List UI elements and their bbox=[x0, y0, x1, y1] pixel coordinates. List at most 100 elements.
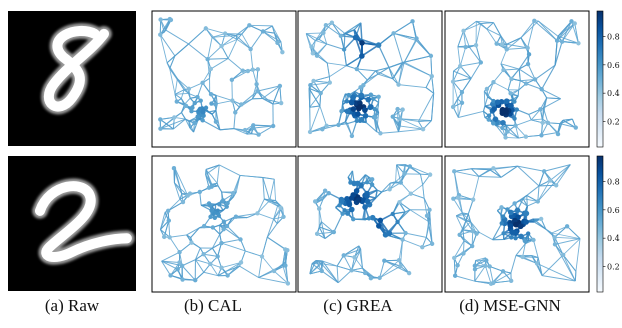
graph-node bbox=[355, 197, 362, 203]
graph-node bbox=[365, 96, 372, 103]
colorbar-tick-label: 0.2 bbox=[607, 118, 620, 127]
graph-node bbox=[359, 53, 365, 59]
graph-node bbox=[552, 235, 557, 240]
graph-node bbox=[491, 80, 496, 85]
graph-node bbox=[322, 188, 328, 193]
graph-node bbox=[368, 275, 374, 281]
graph-node bbox=[508, 278, 514, 284]
graph-node bbox=[499, 205, 504, 210]
graph-node bbox=[280, 49, 285, 55]
colorbar-tick-label: 0.2 bbox=[607, 263, 620, 272]
graph-node bbox=[312, 199, 318, 204]
graph-nodes bbox=[451, 166, 570, 286]
graph-node bbox=[452, 255, 457, 261]
graph-node bbox=[491, 106, 497, 112]
graph-node bbox=[324, 123, 329, 129]
graph-node bbox=[472, 267, 478, 272]
graph-node bbox=[323, 23, 329, 28]
graph-node bbox=[403, 230, 408, 236]
graph-node bbox=[538, 107, 543, 112]
graph-node bbox=[501, 231, 506, 236]
graph-node bbox=[552, 242, 558, 247]
caption-grea: (c) GREA bbox=[323, 296, 393, 315]
graph-node bbox=[314, 231, 320, 237]
graph-node bbox=[420, 244, 425, 250]
graph-node bbox=[457, 63, 463, 69]
graph-node bbox=[378, 131, 383, 136]
graph-node bbox=[247, 23, 252, 28]
graph-node bbox=[310, 51, 316, 56]
graph-node bbox=[534, 261, 540, 266]
graph-node bbox=[513, 123, 518, 128]
graph-node bbox=[208, 214, 213, 219]
graph-node bbox=[193, 277, 198, 283]
graph-node bbox=[357, 103, 364, 110]
graph-node bbox=[203, 105, 209, 110]
graph-node bbox=[518, 233, 524, 240]
graph-node bbox=[259, 254, 265, 259]
graph-node bbox=[504, 47, 509, 52]
graph-node bbox=[420, 127, 426, 132]
graph-node bbox=[345, 210, 351, 216]
graph-node bbox=[256, 132, 261, 137]
graph-node bbox=[350, 94, 356, 101]
graph-node bbox=[240, 68, 245, 73]
graph-node bbox=[463, 44, 468, 50]
graph-node bbox=[162, 234, 167, 240]
graph-node bbox=[367, 104, 374, 111]
graph-node bbox=[215, 254, 220, 259]
graph-node bbox=[308, 83, 313, 88]
graph-node bbox=[278, 205, 283, 210]
colorbar-tick-label: 0.6 bbox=[607, 206, 620, 215]
graph-node bbox=[354, 118, 360, 124]
graph-node bbox=[190, 105, 195, 110]
graph-panel-mse-gnn-digit-2 bbox=[444, 155, 590, 293]
graph-node bbox=[285, 248, 290, 253]
graph-node bbox=[255, 211, 260, 216]
graph-node bbox=[352, 34, 359, 41]
graph-node bbox=[217, 202, 222, 207]
graph-node bbox=[539, 87, 544, 92]
graph-node bbox=[341, 47, 347, 52]
graph-node bbox=[354, 66, 360, 72]
graph-node bbox=[547, 178, 553, 183]
graph-node bbox=[314, 53, 320, 58]
graph-node bbox=[408, 191, 414, 196]
graph-node bbox=[523, 219, 529, 225]
graph-node bbox=[573, 125, 578, 130]
graph-node bbox=[501, 67, 506, 73]
graph-node bbox=[531, 237, 536, 243]
graph-node bbox=[508, 91, 513, 96]
graph-node bbox=[212, 210, 217, 216]
graph-node bbox=[233, 110, 238, 115]
graph-node bbox=[230, 191, 236, 196]
graph-node bbox=[168, 273, 173, 278]
graph-node bbox=[200, 109, 206, 115]
graph-node bbox=[275, 40, 280, 46]
colorbar-tick-label: 0.4 bbox=[607, 234, 620, 243]
graph-node bbox=[319, 268, 324, 274]
graph-node bbox=[352, 255, 357, 260]
graph-node bbox=[499, 42, 505, 47]
graph-node bbox=[523, 81, 529, 86]
graph-node bbox=[459, 90, 465, 95]
graph-node bbox=[245, 68, 251, 74]
graph-node bbox=[360, 197, 367, 203]
graph-node bbox=[362, 107, 368, 113]
graph-node bbox=[560, 252, 566, 258]
graph-node bbox=[220, 198, 226, 203]
graph-node bbox=[424, 213, 430, 218]
graph-node bbox=[572, 21, 577, 26]
graph-node bbox=[338, 33, 344, 39]
graph-node bbox=[507, 209, 514, 216]
colorbar-row-2: 0.8 0.6 0.4 0.2 bbox=[596, 155, 620, 293]
graph-node bbox=[185, 193, 190, 198]
graph-node bbox=[473, 42, 479, 48]
graph-node bbox=[369, 177, 375, 182]
graph-node bbox=[197, 107, 202, 113]
graph-node bbox=[225, 273, 230, 278]
graph-node bbox=[362, 270, 368, 276]
graph-node bbox=[230, 98, 235, 103]
graph-node bbox=[260, 29, 266, 34]
